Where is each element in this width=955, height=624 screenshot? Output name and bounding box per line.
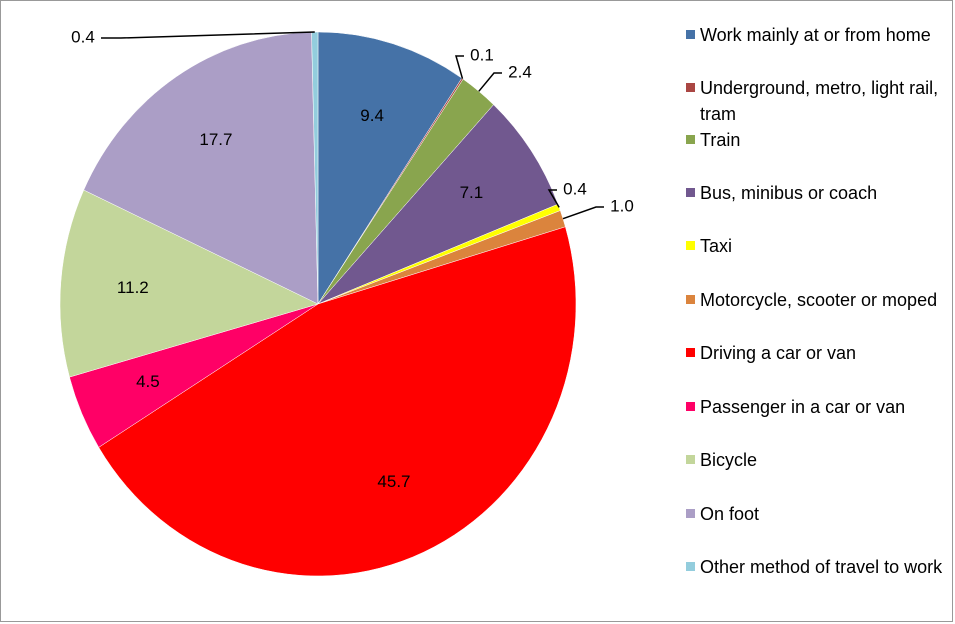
legend-item: Work mainly at or from home xyxy=(686,22,946,48)
pie-slice xyxy=(83,31,319,305)
legend-label: Passenger in a car or van xyxy=(700,397,906,417)
pie-slice xyxy=(317,31,463,305)
legend-item: Taxi xyxy=(686,233,946,259)
legend-swatch xyxy=(686,348,695,357)
legend-swatch xyxy=(686,83,695,92)
legend-swatch xyxy=(686,402,695,411)
legend-swatch xyxy=(686,241,695,250)
data-label: 9.4 xyxy=(360,106,384,125)
data-label: 45.7 xyxy=(377,472,410,491)
leader-line xyxy=(547,189,560,208)
data-label: 2.4 xyxy=(508,62,532,81)
legend-item: Motorcycle, scooter or moped xyxy=(686,287,946,313)
legend-label: Underground, metro, light rail, tram xyxy=(700,78,939,124)
legend-swatch xyxy=(686,295,695,304)
legend-item: Train xyxy=(686,127,946,153)
legend-label: Bicycle xyxy=(700,450,758,470)
data-label: 0.4 xyxy=(71,27,95,46)
data-label: 0.4 xyxy=(563,179,587,198)
pie-slice xyxy=(59,189,319,378)
legend-label: On foot xyxy=(700,504,760,524)
data-label: 17.7 xyxy=(199,130,232,149)
leader-line xyxy=(455,55,464,79)
legend-swatch xyxy=(686,509,695,518)
data-label: 4.5 xyxy=(136,372,160,391)
legend-item: Passenger in a car or van xyxy=(686,394,946,420)
pie-slice xyxy=(98,226,577,577)
legend-label: Bus, minibus or coach xyxy=(700,183,878,203)
legend-item: Driving a car or van xyxy=(686,340,946,366)
legend-item: On foot xyxy=(686,501,946,527)
legend-swatch xyxy=(686,188,695,197)
legend-label: Other method of travel to work xyxy=(700,557,943,577)
data-label: 0.1 xyxy=(470,45,494,64)
legend-item: Bus, minibus or coach xyxy=(686,180,946,206)
legend-swatch xyxy=(686,455,695,464)
legend-label: Work mainly at or from home xyxy=(700,25,931,45)
legend-item: Other method of travel to work xyxy=(686,554,946,580)
legend-item: Bicycle xyxy=(686,447,946,473)
legend-label: Motorcycle, scooter or moped xyxy=(700,290,938,310)
legend-swatch xyxy=(686,562,695,571)
legend-swatch xyxy=(686,135,695,144)
leader-line xyxy=(562,206,604,220)
data-label: 1.0 xyxy=(610,196,634,215)
data-label: 7.1 xyxy=(460,183,484,202)
leader-line xyxy=(101,31,315,39)
pie-slice xyxy=(317,104,559,305)
data-label: 11.2 xyxy=(117,278,149,297)
legend-label: Train xyxy=(700,130,741,150)
legend-item: Underground, metro, light rail, tram xyxy=(686,75,946,127)
leader-line xyxy=(478,72,502,92)
legend-swatch xyxy=(686,30,695,39)
legend-label: Taxi xyxy=(700,236,733,256)
legend-label: Driving a car or van xyxy=(700,343,857,363)
